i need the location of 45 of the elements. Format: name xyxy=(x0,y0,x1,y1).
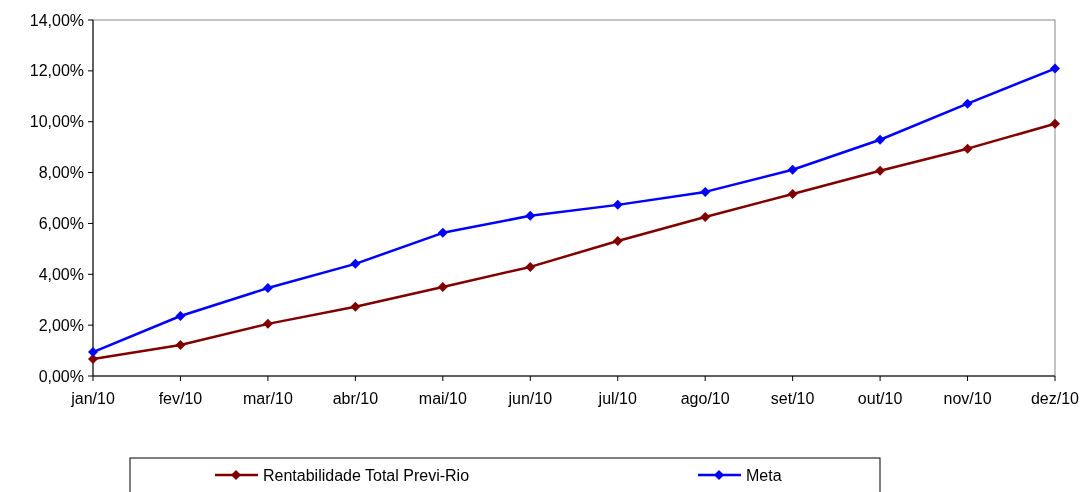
y-tick-label: 6,00% xyxy=(38,215,84,233)
x-tick-label: set/10 xyxy=(770,390,815,407)
x-tick-label: dez/10 xyxy=(1030,390,1080,407)
point xyxy=(787,188,798,199)
point xyxy=(350,258,361,269)
point xyxy=(175,310,186,321)
point xyxy=(962,143,973,154)
point xyxy=(1050,63,1060,74)
x-tick-label: jun/10 xyxy=(507,390,553,407)
y-tick-label: 12,00% xyxy=(29,62,84,80)
point xyxy=(437,282,448,292)
x-tick-label: jul/10 xyxy=(597,390,637,407)
point xyxy=(262,318,273,329)
point xyxy=(612,235,623,246)
point xyxy=(525,261,536,272)
point xyxy=(700,186,711,197)
x-tick-label: ago/10 xyxy=(680,390,730,407)
x-tick-label: jan/10 xyxy=(70,390,115,407)
y-tick-label: 8,00% xyxy=(38,164,84,182)
point xyxy=(875,134,886,145)
point xyxy=(1050,118,1060,129)
point xyxy=(787,164,798,175)
legend-label: Rentabilidade Total Previ-Rio xyxy=(263,466,470,484)
point xyxy=(525,210,536,221)
point xyxy=(437,227,448,238)
x-tick-label: mar/10 xyxy=(243,390,293,407)
x-tick-label: abr/10 xyxy=(332,390,379,407)
y-tick-label: 4,00% xyxy=(38,265,84,283)
point xyxy=(350,301,361,312)
y-tick-label: 0,00% xyxy=(38,367,84,385)
y-tick-label: 14,00% xyxy=(29,11,84,29)
point xyxy=(612,199,623,210)
y-tick-label: 2,00% xyxy=(38,316,84,334)
x-tick-label: out/10 xyxy=(857,390,903,407)
x-tick-label: mai/10 xyxy=(418,390,467,407)
y-tick-label: 10,00% xyxy=(29,113,84,131)
point xyxy=(88,347,98,358)
x-tick-label: nov/10 xyxy=(943,390,992,407)
point xyxy=(875,165,886,176)
point xyxy=(175,339,186,350)
point xyxy=(262,283,273,294)
legend-label: Meta xyxy=(746,466,782,484)
point xyxy=(700,212,711,223)
point xyxy=(962,98,973,109)
x-tick-label: fev/10 xyxy=(158,390,203,407)
